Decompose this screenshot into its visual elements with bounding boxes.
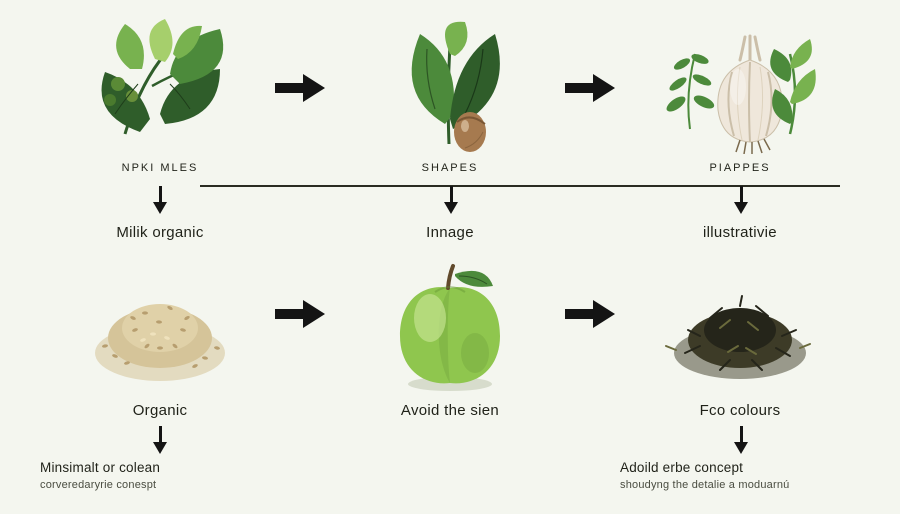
arrow-right-icon <box>565 74 617 102</box>
midlabel-c1: Milik organic <box>60 224 260 241</box>
arrow-down-icon <box>153 186 167 216</box>
midlabel-c3: illustrativie <box>640 224 840 241</box>
arrow-down-icon <box>734 426 748 456</box>
cell-r1c3 <box>640 14 840 154</box>
tea-pile-icon <box>650 258 830 398</box>
cap-r2c3: Fco colours <box>640 402 840 419</box>
arrow-down-icon <box>734 186 748 216</box>
footer-left-main: Minsimalt or colean <box>40 460 280 475</box>
cap-r2c2: Avoid the sien <box>350 402 550 419</box>
cell-r2c3 <box>640 258 840 398</box>
footer-right-main: Adoild erbe concept <box>620 460 880 475</box>
arrow-right-icon <box>275 74 327 102</box>
cap-r1c3: PIAPPES <box>640 162 840 174</box>
arrow-down-icon <box>153 426 167 456</box>
leafy-branch-icon <box>70 14 250 154</box>
cap-r1c1: NPKI MLES <box>60 162 260 174</box>
footer-right-sub: shoudyng the detalie a moduarnú <box>620 479 880 491</box>
garlic-herbs-icon <box>640 14 840 154</box>
cell-r2c1 <box>60 258 260 393</box>
cap-r2c1: Organic <box>60 402 260 419</box>
midlabel-c2: Innage <box>350 224 550 241</box>
green-apple-icon <box>375 258 525 398</box>
footer-left: Minsimalt or colean corveredaryrie cones… <box>40 460 280 491</box>
grain-pile-icon <box>75 258 245 393</box>
infographic-stage: NPKI MLES SHAPES PIAPPES Milik organic I… <box>0 0 900 514</box>
arrow-down-icon <box>444 186 458 216</box>
cap-r1c2: SHAPES <box>350 162 550 174</box>
cell-r1c2 <box>350 14 550 154</box>
footer-left-sub: corveredaryrie conespt <box>40 479 280 491</box>
arrow-right-icon <box>565 300 617 328</box>
footer-right: Adoild erbe concept shoudyng the detalie… <box>620 460 880 491</box>
three-leaves-nut-icon <box>365 14 535 154</box>
cell-r2c2 <box>350 258 550 398</box>
cell-r1c1 <box>60 14 260 154</box>
arrow-right-icon <box>275 300 327 328</box>
